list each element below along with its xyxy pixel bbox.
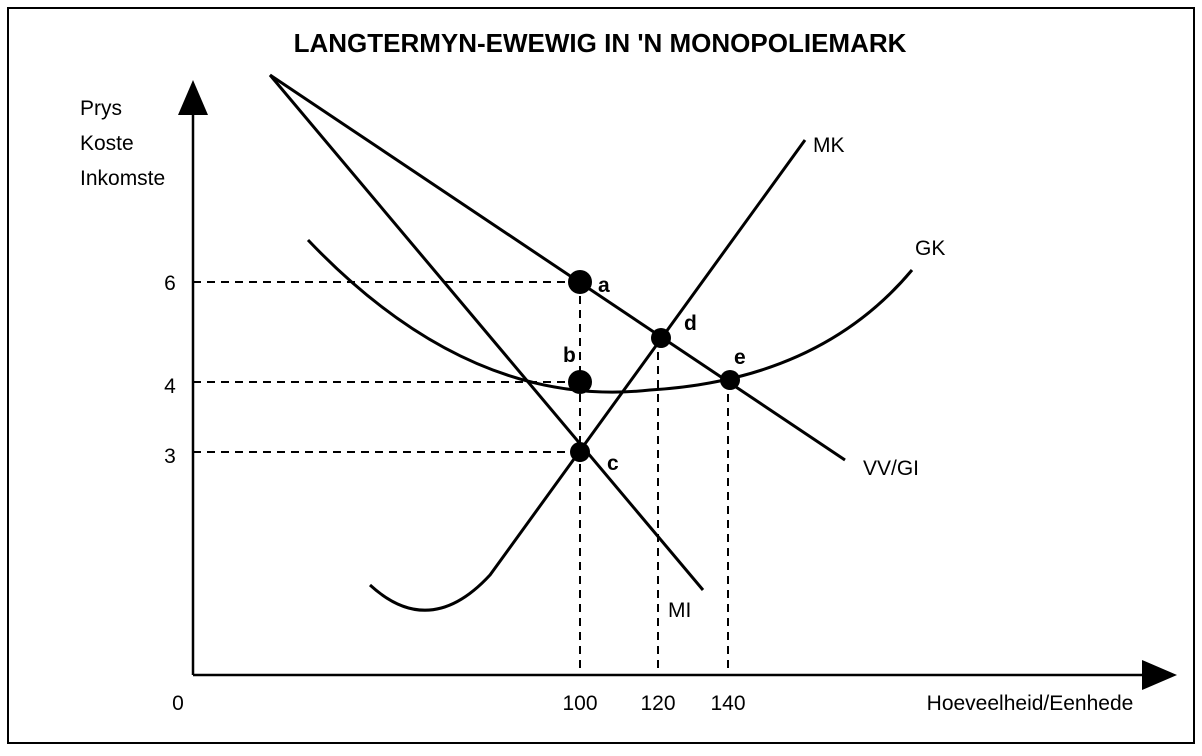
x-tick-label: 140 [710, 692, 745, 715]
title: LANGTERMYN-EWEWIG IN 'N MONOPOLIEMARK [294, 28, 907, 58]
y-axis-label: Inkomste [80, 167, 165, 190]
point-label: e [734, 346, 746, 369]
points [568, 270, 740, 462]
mc-curve [368, 139, 807, 612]
curve-label: GK [915, 237, 945, 260]
x-tick-label: 120 [640, 692, 675, 715]
point-label: b [563, 344, 576, 367]
y-tick-label: 6 [164, 272, 176, 295]
origin-label: 0 [172, 692, 184, 715]
point-label: d [684, 312, 697, 335]
frame [7, 7, 1195, 744]
ac-curve [306, 238, 914, 394]
y-tick-label: 3 [164, 445, 176, 468]
curve-label: VV/GI [863, 457, 919, 480]
y-tick-label: 4 [164, 375, 176, 398]
curve-label: MI [668, 599, 691, 622]
curve-label: MK [813, 134, 845, 157]
guide-lines [193, 281, 729, 675]
point-label: c [607, 452, 619, 475]
x-axis-label: Hoeveelheid/Eenhede [927, 692, 1134, 715]
point-label: a [598, 274, 610, 297]
y-axis-label: Prys [80, 97, 122, 120]
y-axis-label: Koste [80, 132, 134, 155]
demand-curve [269, 73, 846, 462]
x-tick-label: 100 [562, 692, 597, 715]
mr-curve [268, 74, 705, 591]
